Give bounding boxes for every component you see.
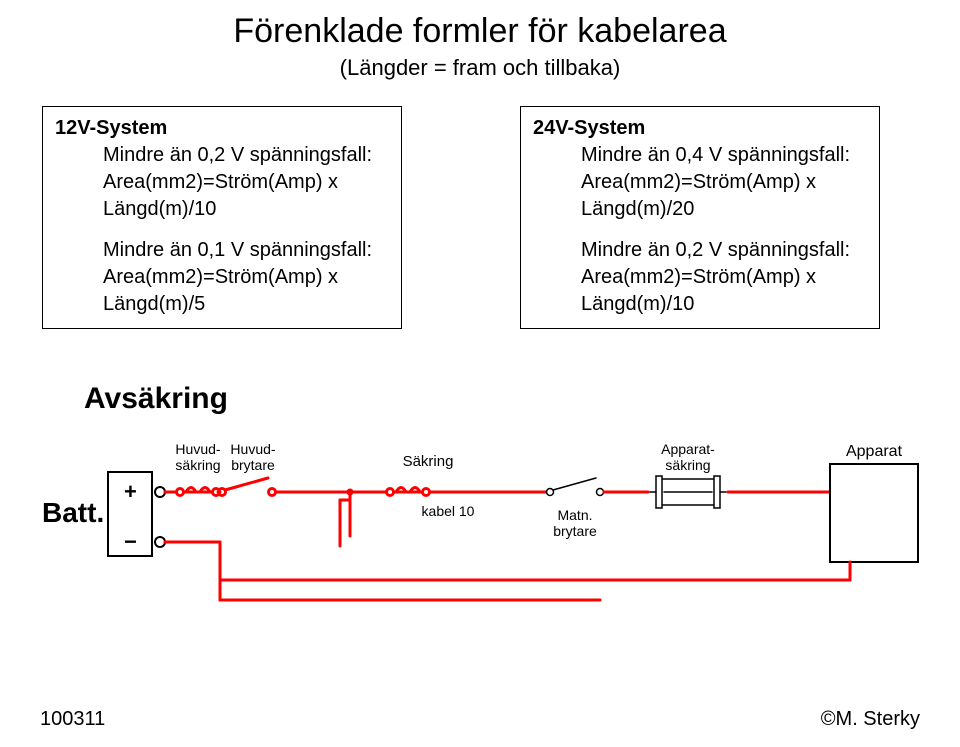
svg-text:kabel 10: kabel 10: [422, 503, 475, 519]
box-12v-line4: Mindre än 0,1 V spänningsfall:: [55, 237, 389, 264]
page-subtitle: (Längder = fram och tillbaka): [0, 55, 960, 81]
box-12v-line3: Längd(m)/10: [55, 196, 389, 223]
box-24v-line6: Längd(m)/10: [533, 291, 867, 318]
box-24v-header: 24V-System: [533, 115, 867, 142]
box-12v-line2: Area(mm2)=Ström(Amp) x: [55, 169, 389, 196]
svg-text:Batt.: Batt.: [42, 497, 104, 528]
svg-text:säkring: säkring: [175, 457, 220, 473]
box-12v-line1: Mindre än 0,2 V spänningsfall:: [55, 142, 389, 169]
box-24v: 24V-System Mindre än 0,4 V spänningsfall…: [520, 106, 880, 329]
svg-text:Huvud-: Huvud-: [230, 441, 275, 457]
box-12v-header: 12V-System: [55, 115, 389, 142]
box-12v-line6: Längd(m)/5: [55, 291, 389, 318]
svg-text:Apparat: Apparat: [846, 443, 903, 460]
box-12v: 12V-System Mindre än 0,2 V spänningsfall…: [42, 106, 402, 329]
svg-text:Apparat-: Apparat-: [661, 441, 715, 457]
box-24v-line1: Mindre än 0,4 V spänningsfall:: [533, 142, 867, 169]
fuse-schematic: Batt.+−ApparatHuvud-säkringHuvud-brytare…: [40, 430, 920, 630]
svg-text:−: −: [124, 529, 137, 554]
avsakring-heading: Avsäkring: [84, 382, 228, 416]
box-24v-line4: Mindre än 0,2 V spänningsfall:: [533, 237, 867, 264]
svg-text:brytare: brytare: [553, 523, 597, 539]
box-12v-line5: Area(mm2)=Ström(Amp) x: [55, 264, 389, 291]
page-title: Förenklade formler för kabelarea: [0, 12, 960, 51]
footer-left: 100311: [40, 708, 105, 731]
footer-right: ©M. Sterky: [821, 708, 920, 731]
box-24v-line3: Längd(m)/20: [533, 196, 867, 223]
svg-text:+: +: [124, 479, 137, 504]
svg-text:Matn.: Matn.: [557, 507, 592, 523]
svg-text:Huvud-: Huvud-: [175, 441, 220, 457]
svg-text:brytare: brytare: [231, 457, 275, 473]
svg-text:säkring: säkring: [665, 457, 710, 473]
svg-text:Säkring: Säkring: [403, 453, 454, 470]
box-24v-line5: Area(mm2)=Ström(Amp) x: [533, 264, 867, 291]
box-24v-line2: Area(mm2)=Ström(Amp) x: [533, 169, 867, 196]
